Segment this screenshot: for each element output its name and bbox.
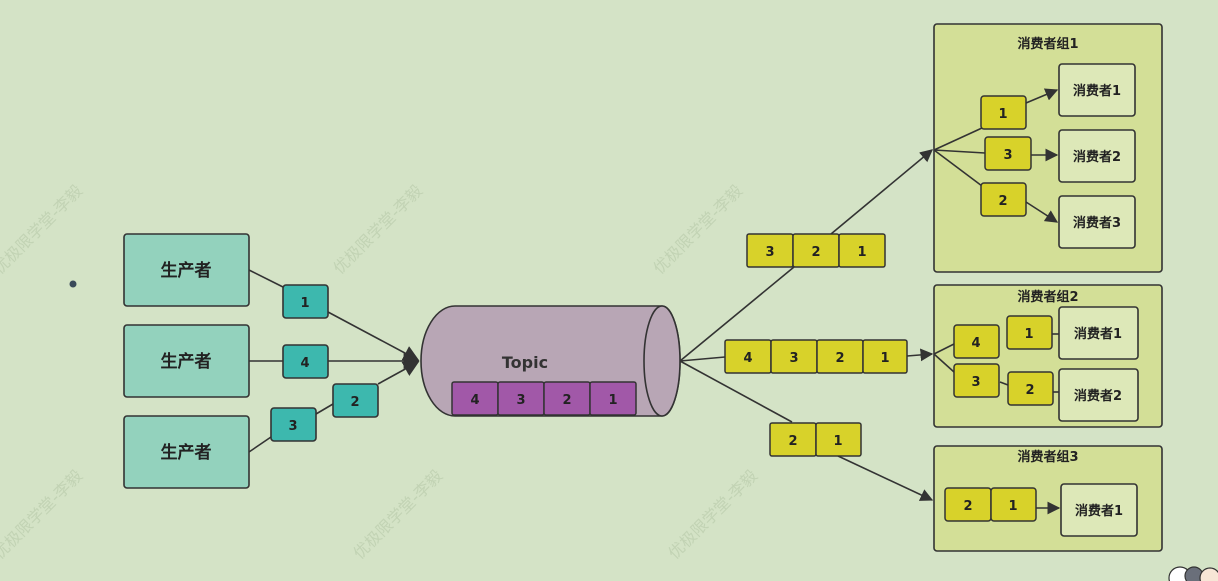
group-message-label: 4 <box>971 336 980 351</box>
producers: 生产者 生产者 生产者 <box>123 233 250 489</box>
message-label: 2 <box>350 395 359 410</box>
topic-message-label: 1 <box>608 393 617 408</box>
flow-message-label: 3 <box>765 245 774 260</box>
watermark: 优极限学堂-李毅 <box>0 466 86 563</box>
group-title: 消费者组1 <box>1017 36 1078 52</box>
topic-message <box>589 381 637 416</box>
flow-to-group1: 3 2 1 <box>746 233 886 268</box>
group-message-label: 2 <box>963 499 972 514</box>
flow-message-label: 2 <box>811 245 820 260</box>
group-message <box>1006 315 1053 350</box>
group-title: 消费者组2 <box>1017 289 1078 305</box>
message-box <box>282 344 329 379</box>
consumer-label: 消费者2 <box>1074 388 1122 404</box>
producer-box <box>123 324 250 398</box>
group-message <box>990 487 1037 522</box>
topic-cylinder-end <box>643 305 681 417</box>
message-label: 3 <box>288 419 297 434</box>
topic-label: Topic <box>502 353 548 372</box>
consumer-group-2: 消费者组2 4 1 3 2 消费者1 消费者2 <box>933 284 1163 428</box>
consumer-box <box>1058 63 1136 117</box>
consumer-label: 消费者1 <box>1073 83 1121 99</box>
consumer-box <box>1058 195 1136 249</box>
topic-connectors <box>679 149 934 501</box>
flow-to-group3: 2 1 <box>769 422 862 457</box>
consumer-label: 消费者1 <box>1074 326 1122 342</box>
producer-messages: 1 4 2 3 <box>270 284 379 442</box>
consumer-group-1: 消费者组1 1 3 2 消费者1 消费者2 消费者3 <box>933 23 1163 273</box>
topic-message-label: 3 <box>516 393 525 408</box>
consumer-label: 消费者3 <box>1073 215 1121 231</box>
group-title: 消费者组3 <box>1017 449 1078 465</box>
group-message <box>1007 371 1054 406</box>
consumer-group-3: 消费者组3 2 1 消费者1 <box>933 445 1163 552</box>
watermark: 优极限学堂-李毅 <box>664 466 761 563</box>
consumer-box <box>1058 129 1136 183</box>
watermark: 优极限学堂-李毅 <box>649 181 746 278</box>
group-message-label: 3 <box>971 375 980 390</box>
group-message <box>980 95 1027 130</box>
topic-message-label: 2 <box>562 393 571 408</box>
flow-message <box>838 233 886 268</box>
group-message-label: 1 <box>1024 327 1033 342</box>
message-label: 4 <box>300 356 309 371</box>
bullet-dot <box>69 280 77 288</box>
group-message <box>953 363 1000 398</box>
producer-connectors <box>248 269 420 453</box>
producer-box <box>123 233 250 307</box>
consumer-label: 消费者2 <box>1073 149 1121 165</box>
mascot-icon <box>1168 566 1218 581</box>
flow-message-label: 4 <box>743 351 752 366</box>
group-message <box>980 182 1027 217</box>
watermark: 优极限学堂-李毅 <box>349 466 446 563</box>
topic-message-label: 4 <box>470 393 479 408</box>
flow-message <box>815 422 862 457</box>
consumer-box <box>1058 368 1139 422</box>
consumer-box <box>1060 483 1138 537</box>
group-message-label: 2 <box>1025 383 1034 398</box>
producer-label: 生产者 <box>161 260 212 281</box>
flow-message-label: 3 <box>789 351 798 366</box>
flow-message-label: 1 <box>857 245 866 260</box>
flow-message-label: 1 <box>880 351 889 366</box>
message-box <box>282 284 329 319</box>
producer-label: 生产者 <box>161 442 212 463</box>
flow-message-label: 2 <box>788 434 797 449</box>
flow-to-group2: 4 3 2 1 <box>724 339 908 374</box>
consumer-box <box>1058 306 1139 360</box>
topic: Topic 4 3 2 1 <box>420 305 681 417</box>
consumer-label: 消费者1 <box>1075 503 1123 519</box>
flow-message-label: 1 <box>833 434 842 449</box>
message-box <box>332 383 379 418</box>
message-box <box>270 407 317 442</box>
message-label: 1 <box>300 296 309 311</box>
group-message-label: 3 <box>1003 148 1012 163</box>
producer-label: 生产者 <box>161 351 212 372</box>
producer-box <box>123 415 250 489</box>
watermark: 优极限学堂-李毅 <box>0 181 86 278</box>
group-message-label: 1 <box>1008 499 1017 514</box>
group-message-label: 2 <box>998 194 1007 209</box>
flow-message-label: 2 <box>835 351 844 366</box>
flow-message <box>862 339 908 374</box>
group-message <box>953 324 1000 359</box>
group-message-label: 1 <box>998 107 1007 122</box>
watermark: 优极限学堂-李毅 <box>329 181 426 278</box>
group-message <box>984 136 1032 171</box>
